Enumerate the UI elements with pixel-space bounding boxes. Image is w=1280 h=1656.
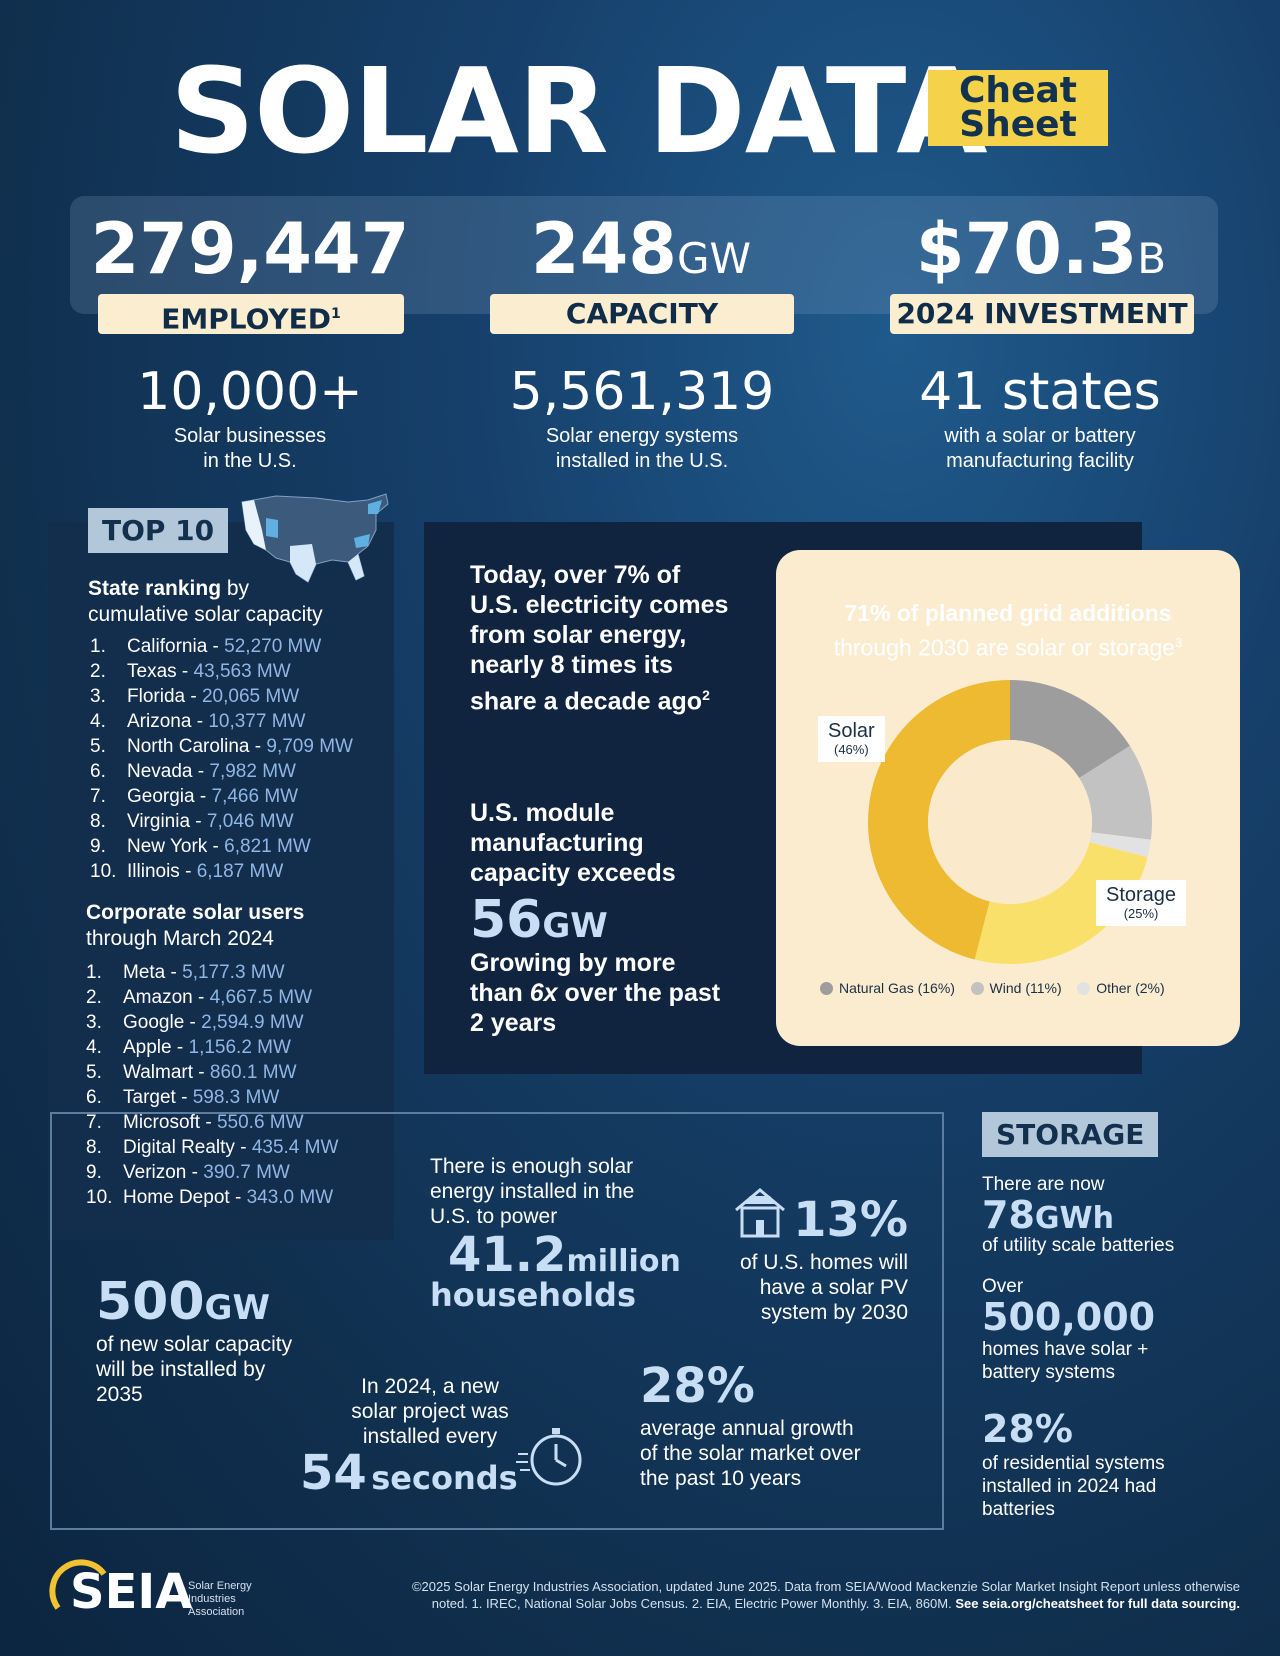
donut-hole [928,740,1092,904]
corporate-item: 1. Meta - 5,177.3 MW [86,962,285,983]
state-item: 10. Illinois - 6,187 MW [90,861,284,882]
homes-solar-stat: 13% of U.S. homes will have a solar PV s… [739,1192,908,1324]
donut-slice-storage [974,842,1148,964]
state-item: 9. New York - 6,821 MW [90,836,311,857]
state-ranking-heading: State ranking by cumulative solar capaci… [88,577,323,626]
employed-value: 279,447 [90,208,410,290]
state-item: 4. Arizona - 10,377 MW [90,711,306,732]
legend-wind: Wind (11%) [970,980,1062,996]
seia-logo: SEIA [70,1564,193,1620]
storage-tag: STORAGE [982,1112,1159,1157]
households-stat: There is enough solar energy installed i… [430,1155,681,1314]
us-map-icon [241,493,389,583]
utility-batteries-stat: There are now 78GWh of utility scale bat… [982,1174,1175,1256]
state-item: 3. Florida - 20,065 MW [90,686,300,707]
corporate-item: 10. Home Depot - 343.0 MW [86,1187,334,1208]
house-solar-icon [735,1188,785,1238]
bottom-stats-box [50,1112,944,1530]
donut-slice-other [1089,832,1151,858]
state-item: 7. Georgia - 7,466 MW [90,786,299,807]
cheat-sheet-badge: Cheat Sheet [928,70,1108,146]
investment-label: 2024 INVESTMENT [890,294,1194,334]
donut-slice-wind [1079,745,1152,840]
state-item: 2. Texas - 43,563 MW [90,661,291,682]
module-manufacturing-text: U.S. module manufacturing capacity excee… [470,799,721,1037]
seia-org-name: Solar Energy Industries Association [188,1580,252,1618]
chart-legend: Natural Gas (16%) Wind (11%) Other (2%) [820,980,1220,996]
donut-chart [868,680,1152,964]
page-title: SOLAR DATA [170,42,988,180]
legend-natural-gas: Natural Gas (16%) [820,980,955,996]
chart-title: 71% of planned grid additions through 20… [833,600,1183,661]
new-capacity-stat: 500GW of new solar capacity will be inst… [96,1272,293,1406]
corporate-item: 9. Verizon - 390.7 MW [86,1162,290,1183]
states-stat: 41 states with a solar or battery manufa… [919,362,1161,472]
corporate-item: 2. Amazon - 4,667.5 MW [86,987,313,1008]
storage-label: Storage (25%) [1096,880,1187,926]
electricity-share-text: Today, over 7% of U.S. electricity comes… [470,561,729,716]
home-batteries-stat: Over 500,000 homes have solar + battery … [982,1276,1156,1383]
state-item: 6. Nevada - 7,982 MW [90,761,296,782]
corporate-item: 8. Digital Realty - 435.4 MW [86,1137,339,1158]
state-item: 1. California - 52,270 MW [90,636,322,657]
seia-sun-arc-icon [49,1559,107,1610]
project-frequency-stat: In 2024, a new solar project was install… [300,1375,518,1501]
investment-value: $70.3B [915,208,1167,290]
state-item: 8. Virginia - 7,046 MW [90,811,294,832]
state-item: 5. North Carolina - 9,709 MW [90,736,353,757]
donut-slice-natural-gas [1010,680,1130,779]
market-growth-stat: 28% average annual growth of the solar m… [640,1358,861,1490]
residential-batteries-stat: 28% of residential systems installed in … [982,1407,1165,1520]
capacity-value: 248GW [530,208,752,290]
businesses-stat: 10,000+ Solar businesses in the U.S. [137,362,363,472]
systems-stat: 5,561,319 Solar energy systems installed… [509,362,775,472]
employed-label: EMPLOYED1 [98,294,404,335]
stopwatch-icon [516,1428,582,1486]
corporate-item: 4. Apple - 1,156.2 MW [86,1037,291,1058]
legend-other: Other (2%) [1077,980,1165,996]
state-ranking-list: 1. California - 52,270 MW 2. Texas - 43,563… [90,634,353,884]
solar-label: Solar (46%) [818,716,885,762]
top10-panel [48,522,394,1240]
top10-tag: TOP 10 [88,508,229,553]
corporate-heading: Corporate solar users through March 2024 [86,901,305,950]
corporate-list: 1. Meta - 5,177.3 MW 2. Amazon - 4,667.5 MW… [86,960,338,1210]
corporate-item: 6. Target - 598.3 MW [86,1087,280,1108]
corporate-item: 7. Microsoft - 550.6 MW [86,1112,304,1133]
corporate-item: 5. Walmart - 860.1 MW [86,1062,297,1083]
capacity-label: CAPACITY [490,294,794,334]
sources-link[interactable]: See seia.org/cheatsheet for full data so… [955,1596,1240,1611]
corporate-item: 3. Google - 2,594.9 MW [86,1012,304,1033]
donut-slice-solar [868,680,1010,960]
footer-sources: ©2025 Solar Energy Industries Associatio… [411,1579,1240,1611]
